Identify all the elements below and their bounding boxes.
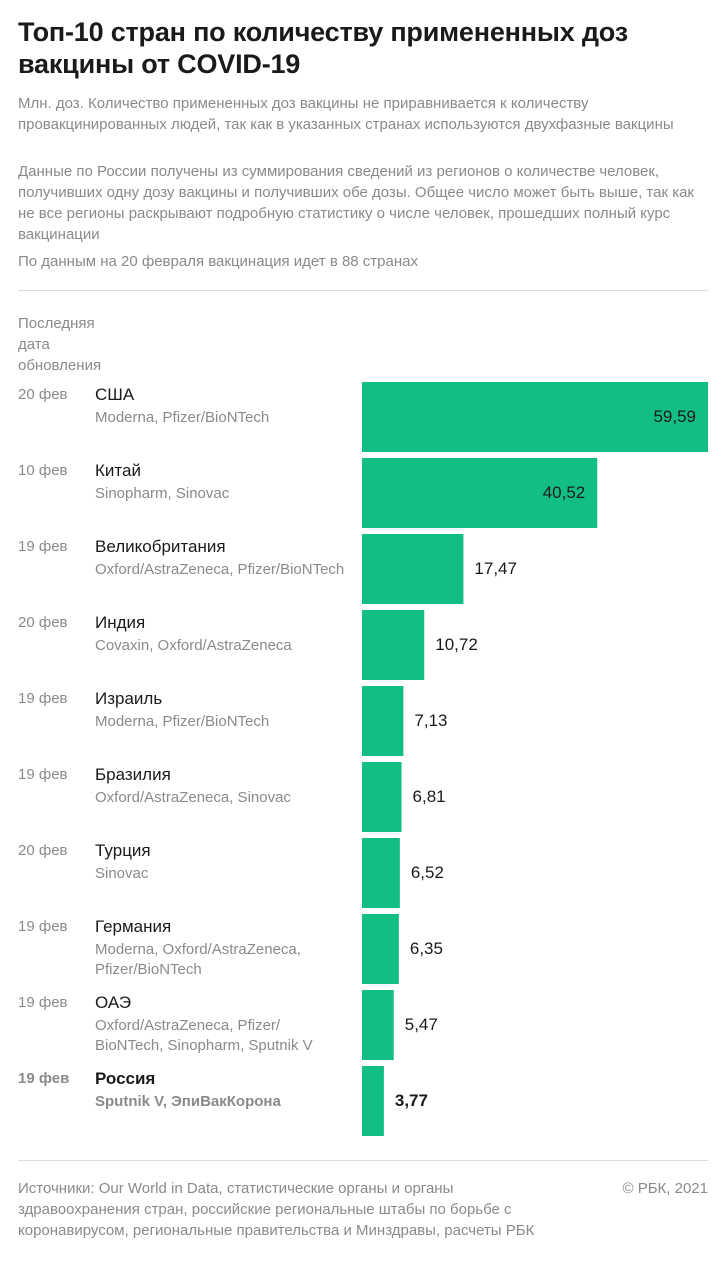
update-date: 20 фев <box>18 614 68 631</box>
table-row: 20 фев Турция Sinovac <box>0 840 725 916</box>
table-row: 19 фев ОАЭ Oxford/AstraZeneca, Pfizer/ Bio… <box>0 992 725 1068</box>
country-name: Германия <box>95 917 172 936</box>
countries-count-note: По данным на 20 февраля вакцинация идет … <box>18 253 418 270</box>
vaccine-list: Covaxin, Oxford/AstraZeneca <box>95 637 292 654</box>
country-name: Турция <box>95 841 151 860</box>
country-name: Россия <box>95 1069 156 1088</box>
update-date: 10 фев <box>18 462 68 479</box>
update-date: 19 фев <box>18 766 68 783</box>
chart-title: Топ-10 стран по количеству примененных д… <box>18 17 628 79</box>
vaccine-list: Sinovac <box>95 865 149 882</box>
update-date: 20 фев <box>18 386 68 403</box>
bottom-divider <box>18 1160 708 1161</box>
copyright: © РБК, 2021 <box>622 1180 708 1197</box>
update-date: 19 фев <box>18 1070 70 1087</box>
country-name: Великобритания <box>95 537 226 556</box>
update-date: 19 фев <box>18 690 68 707</box>
vaccine-list: Oxford/AstraZeneca, Pfizer/BioNTech <box>95 561 345 578</box>
table-row: 19 фев Великобритания Oxford/AstraZeneca, … <box>0 536 725 612</box>
country-name: Израиль <box>95 689 163 708</box>
country-name: США <box>95 385 135 404</box>
date-column-header: Последняя дата обновления <box>18 315 102 374</box>
table-row: 19 фев Россия Sputnik V, ЭпиВакКорона <box>0 1068 725 1144</box>
vaccine-list: Oxford/AstraZeneca, Sinovac <box>95 789 291 806</box>
russia-data-note: Данные по России получены из суммировани… <box>18 163 694 243</box>
vaccine-list: Oxford/AstraZeneca, Pfizer/ BioNTech, Si… <box>95 1017 313 1054</box>
sources-note: Источники: Our World in Data, статистиче… <box>18 1180 535 1239</box>
update-date: 19 фев <box>18 994 68 1011</box>
table-row: 10 фев Китай Sinopharm, Sinovac <box>0 460 725 536</box>
country-name: Индия <box>95 613 146 632</box>
table-row: 20 фев США Moderna, Pfizer/BioNTech <box>0 384 725 460</box>
table-row: 19 фев Бразилия Oxford/AstraZeneca, Sinova… <box>0 764 725 840</box>
vaccine-list: Moderna, Oxford/AstraZeneca, Pfizer/BioN… <box>95 941 301 978</box>
table-row: 19 фев Германия Moderna, Oxford/AstraZenec… <box>0 916 725 992</box>
country-name: Бразилия <box>95 765 171 784</box>
vaccine-list: Sputnik V, ЭпиВакКорона <box>95 1093 281 1110</box>
vaccine-list: Moderna, Pfizer/BioNTech <box>95 409 270 426</box>
update-date: 20 фев <box>18 842 68 859</box>
table-row: 19 фев Израиль Moderna, Pfizer/BioNTech <box>0 688 725 764</box>
vaccine-list: Sinopharm, Sinovac <box>95 485 230 502</box>
update-date: 19 фев <box>18 538 68 555</box>
top-divider <box>18 290 708 291</box>
country-name: Китай <box>95 461 141 480</box>
table-row: 20 фев Индия Covaxin, Oxford/AstraZeneca <box>0 612 725 688</box>
country-name: ОАЭ <box>95 993 132 1012</box>
vaccine-list: Moderna, Pfizer/BioNTech <box>95 713 270 730</box>
update-date: 19 фев <box>18 918 68 935</box>
units-note: Млн. доз. Количество примененных доз вак… <box>18 95 674 133</box>
